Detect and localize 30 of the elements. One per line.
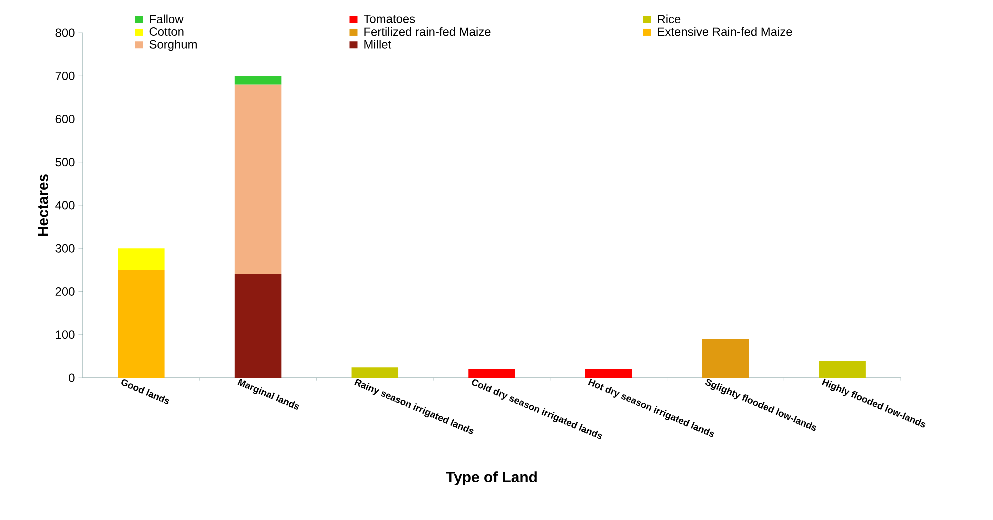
- bar: [234, 84, 282, 274]
- bar: [468, 369, 516, 378]
- x-axis-title: Type of Land: [446, 472, 537, 486]
- legend-label: Tomatoes: [364, 14, 416, 24]
- y-tick-label: 700: [56, 72, 75, 80]
- bar: [118, 270, 165, 378]
- x-tick-label: Good lands: [122, 380, 170, 404]
- legend-label: Sorghum: [150, 40, 197, 52]
- y-tick-label: 400: [56, 201, 75, 210]
- y-tick-label: 200: [56, 288, 75, 296]
- y-tick-label: 600: [56, 115, 75, 124]
- y-tick-label: 800: [56, 28, 75, 38]
- bar: [702, 339, 750, 378]
- y-tick-label: 300: [56, 244, 75, 253]
- legend-label: Fallow: [150, 14, 184, 24]
- bar: [234, 274, 282, 378]
- y-axis-title: Hectares: [38, 174, 48, 236]
- y-tick-label: 0: [69, 374, 75, 382]
- legend-label: Millet: [364, 40, 392, 49]
- bar: [352, 368, 399, 378]
- bar: [585, 369, 632, 378]
- legend-label: Rice: [658, 14, 681, 24]
- legend-label: Cotton: [150, 28, 184, 36]
- legend-label: Fertilized rain-fed Maize: [364, 27, 491, 36]
- y-tick-label: 500: [56, 158, 75, 167]
- y-tick-label: 100: [56, 330, 75, 340]
- legend-label: Extensive Rain-fed Maize: [658, 27, 792, 36]
- bar: [819, 361, 866, 378]
- bar: [118, 248, 165, 270]
- bar: [234, 76, 282, 85]
